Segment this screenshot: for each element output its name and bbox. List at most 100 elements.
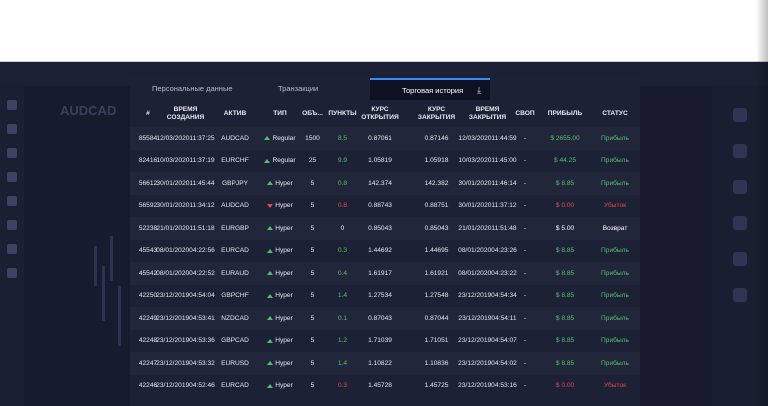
tool-icon[interactable] — [7, 196, 17, 206]
tab-transactions[interactable]: Транзакции — [278, 84, 319, 93]
sidebar-icon[interactable] — [733, 108, 747, 122]
tool-icon[interactable] — [7, 100, 17, 110]
points: 0 — [340, 224, 345, 232]
points: 0.8 — [337, 179, 348, 187]
volume: 5 — [310, 247, 315, 255]
table-row[interactable]: 52238 21/01/2020 11:51:18 EURGBP Hyper 5 0 0.85… — [130, 217, 640, 240]
tool-icon[interactable] — [7, 244, 17, 254]
profit: $ 8.85 — [555, 314, 575, 322]
profit-cell: $ 0.00 — [540, 195, 590, 218]
closed-date: 10/03/2020 — [458, 157, 492, 165]
asset-cell: EURCHF — [210, 150, 260, 173]
status-cell: Убыток — [590, 195, 640, 218]
table-row[interactable]: 42249 23/12/2019 04:53:41 NZDCAD Hyper 5 0.1 0.… — [130, 307, 640, 330]
points: 0.8 — [337, 202, 348, 210]
trade-id: 42248 — [138, 337, 158, 345]
open-rate: 1.05819 — [368, 157, 392, 165]
table-row[interactable]: 42248 23/12/2019 04:53:36 GBPCAD Hyper 5 1.2 1.… — [130, 330, 640, 353]
status: Прибыль — [601, 292, 629, 300]
points-cell: 0.8 — [325, 195, 360, 218]
created-cell: 23/12/2019 04:53:41 — [156, 307, 215, 330]
volume: 1500 — [305, 134, 320, 142]
open-rate-cell: 1.44692 — [360, 240, 400, 263]
asset-name: AUDCAD — [221, 134, 249, 142]
created-date: 21/01/2020 — [156, 224, 190, 232]
created-date: 23/12/2019 — [156, 292, 190, 300]
table-row[interactable]: 42250 23/12/2019 04:54:04 GBPCHF Hyper 5 1.4 1.… — [130, 285, 640, 308]
swap: - — [523, 157, 527, 165]
asset-name: EURUSD — [221, 359, 249, 367]
table-row[interactable]: 42246 23/12/2019 04:52:46 EURCAD Hyper 5 0.3 1.… — [130, 375, 640, 398]
profit-cell: $ 0.00 — [540, 375, 590, 398]
browser-blank-area — [0, 0, 768, 62]
close-rate-cell: 0.85043 — [415, 217, 458, 240]
column-header: ВРЕМЯ ЗАКРЫТИЯ — [468, 105, 507, 121]
download-icon[interactable]: ⤓ — [477, 85, 481, 95]
trade-history-modal: Персональные данные Транзакции Торговая … — [130, 77, 640, 406]
table-row[interactable]: 45543 08/01/2020 04:22:56 EURCAD Hyper 5 0.3 1.… — [130, 240, 640, 263]
table-row[interactable]: 85584 12/03/2020 11:37:25 AUDCAD Regular 1500… — [130, 127, 640, 150]
tool-icon[interactable] — [7, 148, 17, 158]
points-cell: 0.3 — [325, 375, 360, 398]
type-cell: Hyper — [260, 195, 300, 218]
profit-cell: $ 8.85 — [540, 330, 590, 353]
trade-id: 45542 — [138, 269, 158, 277]
open-rate: 0.87061 — [368, 134, 392, 142]
status: Возврат — [602, 224, 628, 232]
close-rate: 1.05918 — [424, 157, 449, 165]
volume-cell: 5 — [300, 352, 325, 375]
sidebar-icon[interactable] — [733, 288, 747, 302]
status: Прибыль — [601, 314, 629, 322]
trade-id-cell: 42247 — [135, 352, 161, 375]
tool-icon[interactable] — [7, 268, 17, 278]
asset-cell: EURCAD — [210, 240, 260, 263]
created-time: 04:22:52 — [189, 269, 215, 277]
created-cell: 23/12/2019 04:53:32 — [156, 352, 215, 375]
close-rate: 1.10836 — [424, 359, 449, 367]
profit-cell: $ 2655.00 — [540, 127, 590, 150]
created-date: 12/03/2020 — [156, 134, 190, 142]
sidebar-icon[interactable] — [733, 144, 747, 158]
asset-name: NZDCAD — [221, 314, 249, 322]
sidebar-icon[interactable] — [733, 216, 747, 230]
tool-icon[interactable] — [7, 220, 17, 230]
table-row[interactable]: 56612 30/01/2020 11:45:44 GBPJPY Hyper 5 0.8 14… — [130, 172, 640, 195]
sidebar-icon[interactable] — [733, 180, 747, 194]
table-row[interactable]: 42247 23/12/2019 04:53:32 EURUSD Hyper 5 1.4 1.… — [130, 352, 640, 375]
trade-type: Hyper — [275, 337, 293, 345]
tool-icon[interactable] — [7, 172, 17, 182]
swap-cell: - — [510, 150, 540, 173]
profit-cell: $ 44.25 — [540, 150, 590, 173]
volume: 5 — [310, 382, 315, 390]
trade-id: 85584 — [138, 134, 158, 142]
swap-cell: - — [510, 307, 540, 330]
tool-icon[interactable] — [7, 124, 17, 134]
status: Прибыль — [601, 359, 629, 367]
tab-personal-data[interactable]: Персональные данные — [152, 84, 233, 93]
volume-cell: 25 — [300, 150, 325, 173]
swap-cell: - — [510, 262, 540, 285]
tab-trade-history[interactable]: Торговая история ⤓ — [370, 78, 490, 100]
profit: $ 8.85 — [555, 269, 575, 277]
closed-cell: 23/12/2019 04:54:07 — [458, 330, 517, 353]
table-row[interactable]: 82416 10/03/2020 11:37:19 EURCHF Regular 25 9.… — [130, 150, 640, 173]
trade-type: Hyper — [275, 179, 293, 187]
background-asset-label: AUDCAD — [60, 103, 117, 118]
open-rate: 1.10822 — [368, 359, 392, 367]
profit-cell: $ 8.85 — [540, 240, 590, 263]
volume-cell: 5 — [300, 307, 325, 330]
close-rate: 0.87146 — [424, 134, 449, 142]
close-rate-cell: 1.10836 — [415, 352, 458, 375]
table-row[interactable]: 56592 30/01/2020 11:34:12 AUDCAD Hyper 5 0.8 0.… — [130, 195, 640, 218]
trade-id-cell: 85584 — [135, 127, 161, 150]
table-row[interactable]: 45542 08/01/2020 04:22:52 EURAUD Hyper 5 0.4 1.… — [130, 262, 640, 285]
volume: 25 — [308, 157, 317, 165]
close-rate: 1.61921 — [424, 269, 449, 277]
trade-id-cell: 45543 — [135, 240, 161, 263]
open-rate-cell: 1.05819 — [360, 150, 400, 173]
background-chart — [24, 86, 128, 406]
profit: $ 8.85 — [555, 337, 575, 345]
points-cell: 1.4 — [325, 285, 360, 308]
sidebar-icon[interactable] — [733, 252, 747, 266]
points-cell: 8.5 — [325, 127, 360, 150]
